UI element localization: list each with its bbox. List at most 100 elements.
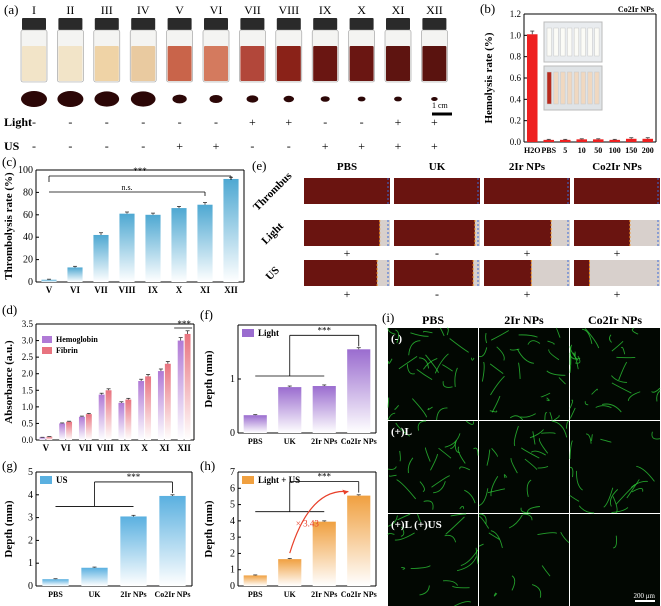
fibrin-strand	[441, 364, 453, 372]
light-sign: -	[141, 115, 145, 129]
vial-cap	[240, 18, 265, 30]
vial-liquid	[204, 46, 228, 81]
legend-swatch	[242, 476, 254, 484]
fibrin-strand	[457, 446, 466, 464]
y-tick-label: 0	[28, 277, 33, 288]
fibrin-strand	[395, 329, 399, 344]
micrograph-tile	[388, 328, 478, 420]
x-tick-label: PBS	[248, 437, 263, 446]
fibrin-strand	[603, 487, 614, 508]
bar	[78, 416, 85, 440]
vial-cap	[131, 18, 156, 30]
fibrin-strand	[611, 507, 629, 513]
bar	[278, 387, 302, 433]
fibrin-strand	[549, 412, 553, 421]
fibrin-strand	[407, 457, 414, 474]
light-sign: -	[105, 115, 109, 129]
panel-letter-g: (g)	[2, 458, 17, 473]
x-tick-label: Co2Ir NPs	[154, 590, 190, 599]
bar	[125, 399, 132, 440]
thrombus-tile	[304, 220, 390, 246]
fibrin-strand	[547, 340, 555, 345]
fibrin-strand	[387, 412, 396, 421]
bar	[347, 495, 371, 586]
fibrin-strand	[569, 344, 573, 365]
fibrin-strand	[513, 425, 519, 447]
x-tick-label: UK	[89, 590, 102, 599]
panel-letter-f: (f)	[200, 307, 213, 322]
panel-letter-b: (b)	[480, 1, 495, 16]
fibrin-strand	[538, 438, 549, 454]
fibrin-strand	[609, 334, 612, 343]
inset-tube	[567, 71, 573, 105]
inset-tube	[594, 71, 600, 105]
us-sign: +	[358, 139, 365, 153]
x-tick-label: V	[43, 443, 50, 453]
x-tick-label: XI	[200, 285, 210, 295]
fibrin-strand	[532, 431, 536, 445]
fibrin-strand	[615, 484, 636, 505]
inset-tube	[560, 27, 566, 57]
x-tick-label: H2O	[524, 146, 540, 155]
panel-letter-a: (a)	[4, 2, 18, 17]
thrombus-clot	[283, 95, 294, 103]
fibrin-strand	[489, 410, 498, 413]
vial-liquid	[131, 46, 156, 81]
bar	[81, 567, 108, 586]
fibrin-strand	[516, 348, 534, 364]
tile-column-label: UK	[429, 161, 446, 173]
y-tick-label: 1	[28, 558, 33, 569]
fibrin-strand	[611, 375, 628, 383]
fibrin-strand	[387, 397, 390, 408]
fibrin-strand	[491, 448, 498, 458]
vial-liquid	[349, 46, 374, 81]
inset-tube	[587, 71, 593, 105]
x-tick-label: 2Ir NPs	[120, 590, 146, 599]
bar	[347, 349, 371, 433]
fibrin-strand	[526, 479, 532, 497]
inset-tube	[587, 27, 593, 57]
vial-group-label: V	[175, 3, 184, 17]
fibrin-strand	[478, 347, 488, 358]
y-axis-title: Absorbance (a.u.)	[3, 340, 15, 424]
bar	[164, 363, 171, 440]
light-mark: +	[344, 246, 351, 260]
fibrin-strand	[600, 438, 612, 443]
bar	[67, 267, 83, 282]
vial-group-label: VII	[244, 3, 261, 17]
fibrin-strand	[537, 465, 549, 469]
y-axis-title: Thrombolysis rate (%)	[3, 172, 15, 280]
inset-tube	[580, 71, 586, 105]
fibrin-strand	[518, 334, 538, 338]
inset-tube	[594, 27, 600, 57]
vial-cap	[386, 18, 410, 30]
fibrin-strand	[406, 364, 415, 375]
micrograph-tile	[479, 421, 569, 513]
us-sign: -	[105, 139, 109, 153]
bar	[93, 234, 109, 282]
y-tick-label: 0.0	[510, 137, 522, 147]
y-tick-label: 1.2	[510, 9, 521, 19]
x-tick-label: X	[141, 443, 148, 453]
x-tick-label: VI	[61, 443, 71, 453]
bar	[59, 423, 66, 440]
x-tick-label: 100	[609, 146, 621, 155]
fibrin-strand	[591, 388, 598, 395]
x-tick-label: 200	[642, 146, 654, 155]
us-sign: +	[176, 139, 183, 153]
panel-letter-e: (e)	[252, 158, 266, 173]
fibrin-strand	[473, 447, 479, 456]
bar	[243, 415, 267, 433]
y-tick-label: 4	[28, 490, 33, 501]
fibrin-strand	[541, 432, 556, 434]
legend-swatch	[42, 347, 52, 354]
x-tick-label: Co2Ir NPs	[341, 590, 377, 599]
panel-b-hemolysis-chart: (b) 0.0 0.2 0.4 0.6 0.8 1.0 1.2 Hemolysis rate …	[480, 1, 657, 155]
thrombus-tile	[304, 260, 390, 286]
light-sign: +	[249, 115, 256, 129]
fold-arrowhead	[342, 489, 349, 495]
y-tick-label: 0.5	[22, 418, 34, 428]
fibrin-strand	[558, 377, 566, 385]
bar	[171, 208, 187, 282]
fibrin-strand	[569, 407, 576, 419]
